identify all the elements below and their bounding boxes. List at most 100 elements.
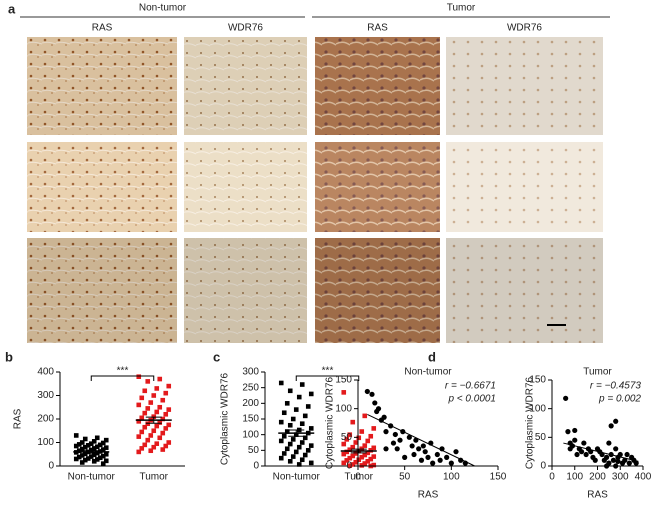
micrograph-shade xyxy=(315,37,440,135)
point xyxy=(296,394,302,400)
column-header: RAS xyxy=(367,23,388,34)
point xyxy=(103,451,109,457)
point xyxy=(353,459,359,465)
point xyxy=(299,457,305,463)
x-tick-label: Non-tumor xyxy=(68,472,116,483)
column-header: RAS xyxy=(92,23,113,34)
x-tick-label: 0 xyxy=(549,472,555,483)
x-tick-label: 400 xyxy=(635,472,652,483)
point xyxy=(278,419,284,425)
x-tick-label: 0 xyxy=(355,472,361,483)
point xyxy=(308,460,314,466)
point xyxy=(633,460,639,466)
point xyxy=(613,463,619,469)
column-header: WDR76 xyxy=(228,23,263,34)
x-tick-label: 100 xyxy=(566,472,583,483)
point xyxy=(604,454,610,460)
point xyxy=(145,437,151,443)
point xyxy=(142,388,148,394)
significance-bracket xyxy=(90,375,155,381)
point xyxy=(293,407,299,412)
point xyxy=(85,443,91,448)
significance: *** xyxy=(322,366,334,377)
point xyxy=(604,463,610,469)
point xyxy=(344,437,350,442)
y-tick-label: 250 xyxy=(242,382,259,393)
point xyxy=(615,458,621,465)
point xyxy=(79,453,85,458)
point xyxy=(372,400,378,406)
point xyxy=(163,390,169,396)
point xyxy=(359,454,365,460)
point xyxy=(100,447,106,452)
point xyxy=(139,395,145,401)
point xyxy=(397,437,403,443)
y-axis-label: Cytoplasmic WDR76 xyxy=(220,372,231,465)
point xyxy=(293,449,299,455)
point xyxy=(583,451,589,458)
point xyxy=(97,455,103,461)
micrograph xyxy=(446,37,603,135)
point xyxy=(160,416,166,422)
point xyxy=(166,422,172,428)
panel-label: a xyxy=(8,1,16,16)
x-tick-label: 50 xyxy=(399,472,411,483)
point xyxy=(383,446,389,452)
point xyxy=(371,454,377,459)
micrograph xyxy=(184,142,307,232)
fit-line xyxy=(367,413,475,467)
micrograph xyxy=(27,238,177,343)
significance-bracket xyxy=(295,375,360,381)
panel-label: b xyxy=(5,349,13,364)
point xyxy=(82,451,88,457)
point xyxy=(425,454,431,460)
point xyxy=(76,454,82,460)
point xyxy=(91,439,97,444)
point xyxy=(437,457,443,463)
point xyxy=(151,393,157,398)
point xyxy=(381,414,387,420)
point xyxy=(139,429,145,435)
point xyxy=(157,376,163,382)
point xyxy=(305,404,311,409)
micrograph xyxy=(184,238,307,343)
point xyxy=(365,459,371,464)
point xyxy=(353,451,359,456)
point xyxy=(157,404,163,410)
point xyxy=(368,433,374,439)
point xyxy=(448,460,454,466)
point xyxy=(139,415,145,421)
point xyxy=(364,388,370,395)
annotation: r = −0.4573 xyxy=(590,381,642,392)
point xyxy=(362,413,368,419)
panel-label: c xyxy=(213,349,220,364)
point xyxy=(88,441,94,446)
point xyxy=(308,391,314,397)
y-tick-label: 100 xyxy=(242,429,259,440)
micrograph-shade xyxy=(184,238,307,343)
point xyxy=(299,421,305,426)
group-header: Tumor xyxy=(447,3,476,14)
point xyxy=(416,446,422,452)
point xyxy=(368,456,374,462)
point xyxy=(624,451,630,458)
micrograph-shade xyxy=(184,142,307,232)
y-tick-label: 100 xyxy=(335,403,352,414)
x-tick-label: Tumor xyxy=(344,472,373,483)
point xyxy=(350,462,356,467)
point xyxy=(572,437,578,443)
point xyxy=(302,413,308,419)
point xyxy=(565,429,571,435)
point xyxy=(136,419,142,424)
point xyxy=(103,445,109,450)
point xyxy=(97,442,103,448)
micrograph xyxy=(315,37,440,135)
micrograph-shade xyxy=(27,238,177,343)
point xyxy=(82,444,88,450)
point xyxy=(91,452,97,458)
point xyxy=(142,424,148,430)
point xyxy=(91,446,97,451)
point xyxy=(362,452,368,458)
point xyxy=(145,379,151,384)
